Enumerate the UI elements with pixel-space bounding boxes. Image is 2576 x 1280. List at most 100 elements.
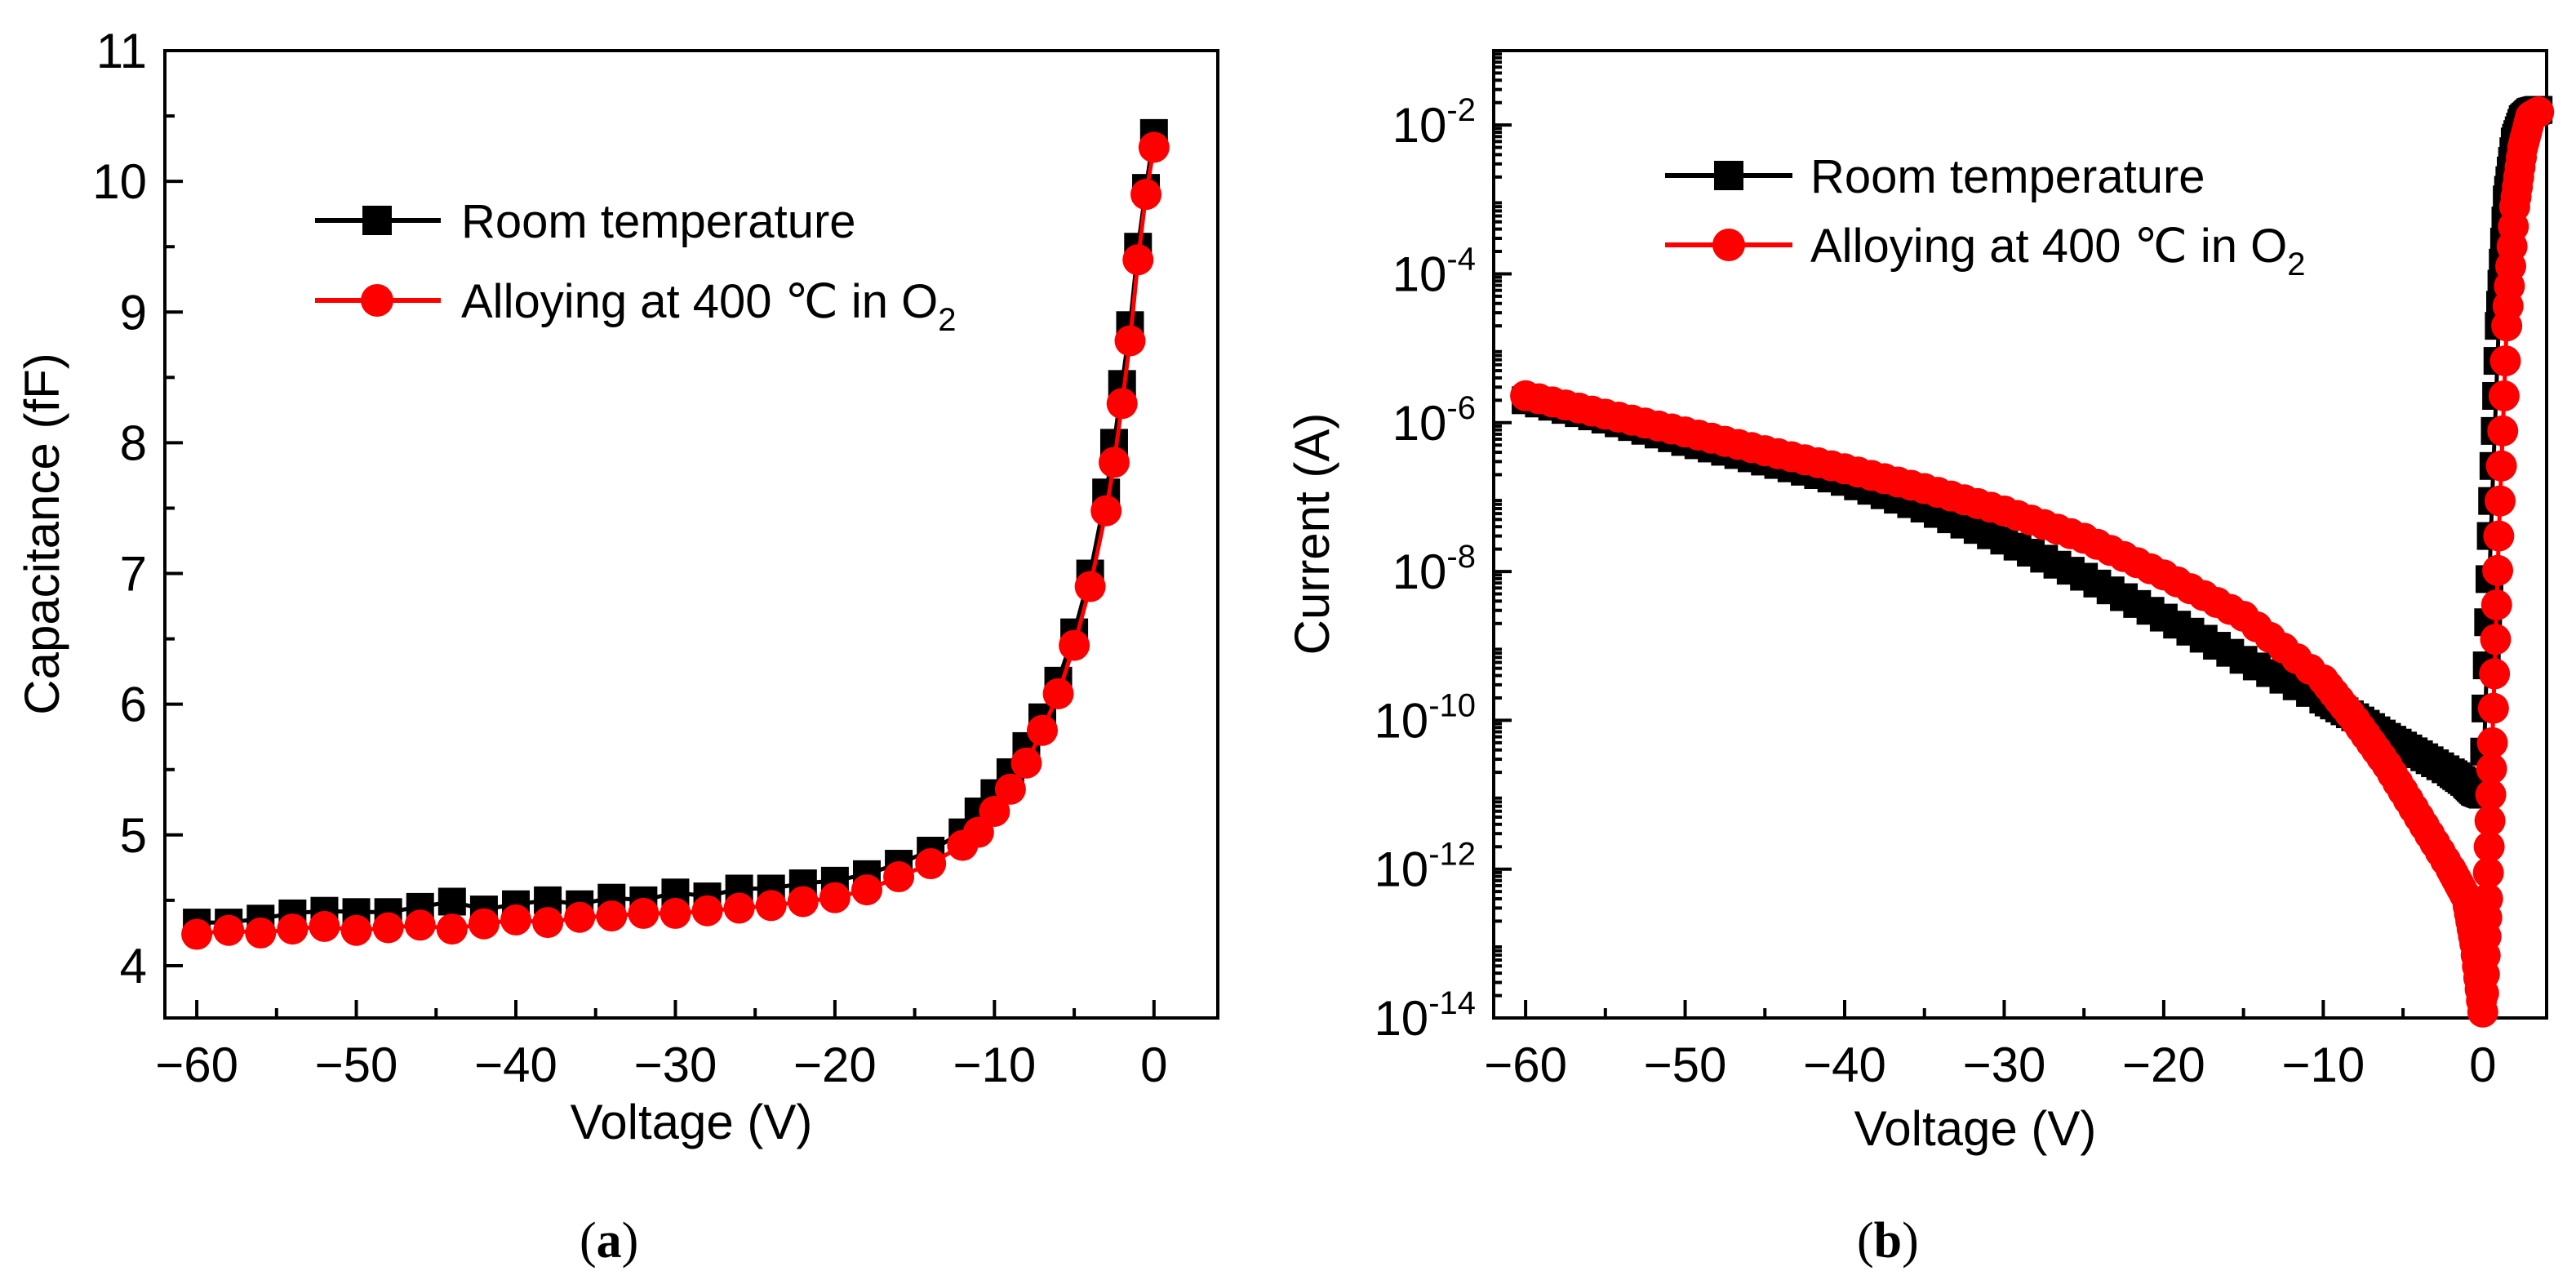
- y-tick-label: 4: [120, 939, 147, 993]
- x-tick-label: −20: [2122, 1038, 2205, 1092]
- panel-caption-b: (b): [1857, 1213, 1919, 1269]
- y-tick-label: 9: [120, 285, 147, 340]
- data-point: [1010, 747, 1042, 779]
- data-point: [2476, 753, 2507, 784]
- data-point: [245, 917, 277, 949]
- data-point: [1042, 678, 1074, 709]
- data-point: [691, 895, 723, 927]
- series-alloying: [181, 131, 1170, 950]
- y-tick-label: 10-10: [1374, 687, 1476, 748]
- data-point: [2489, 345, 2521, 377]
- y-tick-label: 7: [120, 547, 147, 602]
- data-point: [1138, 131, 1170, 163]
- x-ticks-b: −60 −50 −40 −30 −20 −10 0: [1484, 1000, 2497, 1092]
- data-point: [309, 910, 340, 942]
- x-tick-label: −40: [474, 1038, 557, 1092]
- data-point: [1090, 495, 1122, 527]
- x-tick-label: −60: [1484, 1038, 1567, 1092]
- data-point: [915, 848, 947, 880]
- data-point: [436, 913, 468, 945]
- y-tick-label: 6: [120, 678, 147, 732]
- legend-label-alloying-a: Alloying at 400 ℃ in O2: [461, 275, 956, 338]
- series-line: [197, 132, 1157, 925]
- legend-label-room-temperature-b: Room temperature: [1810, 150, 2205, 203]
- y-ticks-a: 4 5 6 7 8 9 10 11: [92, 24, 183, 993]
- x-tick-label: −30: [634, 1038, 717, 1092]
- legend-marker-room-temperature-b: [1714, 161, 1743, 190]
- data-point: [2485, 450, 2517, 482]
- series-alloying: [1510, 96, 2555, 1028]
- data-point: [404, 909, 436, 941]
- data-point: [181, 918, 213, 950]
- data-point: [2482, 554, 2514, 586]
- plot-frame-b: [1492, 49, 2548, 1020]
- data-point: [2483, 520, 2515, 552]
- chart-panel-a: −60 −50 −40 −30 −20 −10 0 4 5 6 7 8 9 10 11 Voltage (…: [15, 24, 1219, 1269]
- y-tick-label: 5: [120, 808, 147, 863]
- data-point: [1027, 714, 1058, 746]
- data-point: [2479, 658, 2511, 690]
- y-tick-label: 10-14: [1374, 985, 1476, 1046]
- data-point: [819, 882, 851, 913]
- data-point: [979, 795, 1010, 827]
- data-point: [2477, 692, 2509, 724]
- data-point: [787, 886, 819, 918]
- data-point: [564, 901, 596, 933]
- x-axis-title-b: Voltage (V): [1854, 1101, 2097, 1156]
- y-tick-label: 10: [92, 154, 147, 209]
- data-point: [2487, 415, 2519, 447]
- x-tick-label: −60: [155, 1038, 238, 1092]
- x-tick-label: −50: [1644, 1038, 1727, 1092]
- data-point: [2480, 624, 2512, 656]
- data-point: [2472, 857, 2504, 889]
- data-point: [340, 914, 372, 946]
- y-tick-label: 10-12: [1374, 837, 1476, 897]
- y-axis-title-b: Current (A): [1285, 413, 1339, 656]
- x-tick-label: 0: [2469, 1038, 2496, 1092]
- data-point: [2475, 779, 2507, 811]
- data-point: [755, 890, 787, 922]
- legend-a: Room temperature Alloying at 400 ℃ in O2: [315, 195, 956, 338]
- legend-label-room-temperature-a: Room temperature: [461, 195, 856, 248]
- data-point: [437, 887, 466, 916]
- data-point: [1059, 629, 1090, 661]
- series-line: [196, 147, 1157, 936]
- legend-marker-alloying-b: [1712, 229, 1745, 261]
- y-tick-label: 11: [96, 24, 147, 78]
- x-tick-label: −20: [793, 1038, 877, 1092]
- legend-b: Room temperature Alloying at 400 ℃ in O2: [1665, 150, 2305, 282]
- data-point: [723, 892, 755, 924]
- data-point: [1074, 571, 1106, 602]
- data-point: [883, 861, 915, 893]
- data-point: [1098, 447, 1130, 478]
- data-point: [1122, 244, 1154, 276]
- y-axis-title-a: Capacitance (fF): [15, 353, 69, 715]
- x-ticks-a: −60 −50 −40 −30 −20 −10 0: [155, 1000, 1168, 1092]
- x-tick-label: −10: [953, 1038, 1036, 1092]
- y-tick-label: 10-8: [1392, 539, 1476, 599]
- x-tick-label: −10: [2281, 1038, 2365, 1092]
- data-point: [660, 897, 691, 929]
- x-tick-label: 0: [1140, 1038, 1167, 1092]
- data-point: [2474, 805, 2506, 837]
- data-point: [500, 904, 531, 936]
- data-points-b: [1510, 96, 2555, 1028]
- data-point: [1130, 179, 1162, 211]
- plot-frame-a: [163, 49, 1219, 1020]
- data-point: [596, 900, 628, 932]
- data-point: [851, 874, 882, 906]
- data-point: [1106, 388, 1138, 420]
- data-point: [1114, 325, 1146, 357]
- x-tick-label: −50: [315, 1038, 398, 1092]
- y-ticks-b: 10-14 10-12 10-10 10-8 10-6 10-4 10-2: [1374, 52, 1512, 1046]
- chart-panel-b: −60 −50 −40 −30 −20 −10 0 10-1410-1210-1010-81…: [1285, 49, 2555, 1269]
- data-point: [372, 912, 404, 944]
- data-point: [2484, 485, 2516, 517]
- data-points-a: [181, 118, 1170, 950]
- y-tick-label: 10-4: [1392, 241, 1476, 301]
- data-point: [2476, 727, 2508, 758]
- legend-marker-room-temperature-a: [362, 206, 392, 235]
- y-tick-label: 10-6: [1392, 390, 1476, 451]
- data-point: [628, 897, 660, 929]
